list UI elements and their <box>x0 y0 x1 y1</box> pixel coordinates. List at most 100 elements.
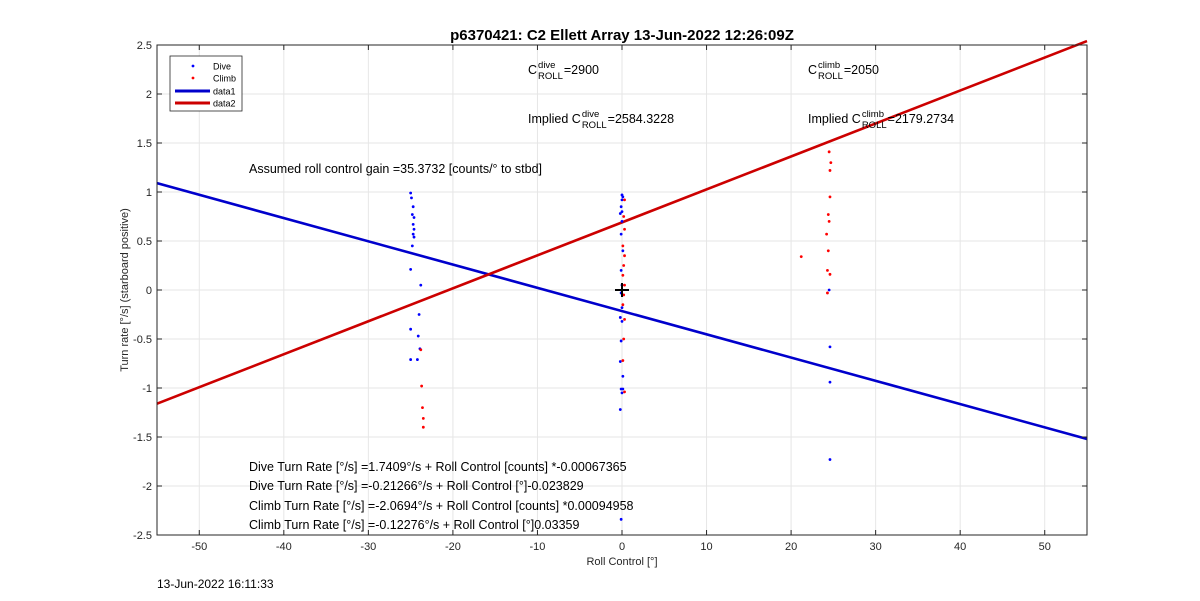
annotation-fit-equation: Dive Turn Rate [°/s] =1.7409°/s + Roll C… <box>249 460 627 474</box>
dive-point <box>411 205 415 209</box>
x-tick-label: -50 <box>191 541 207 553</box>
y-tick-label: -0.5 <box>133 334 152 346</box>
climb-point <box>826 249 830 253</box>
dive-point <box>409 268 413 271</box>
annotation-subscript: ROLL <box>818 71 843 82</box>
annotation-prefix: Implied <box>808 112 852 126</box>
dive-point <box>620 306 624 310</box>
dive-point <box>411 222 415 226</box>
annotation-base: C <box>808 63 817 77</box>
y-tick-label: -1.5 <box>133 432 152 444</box>
annotation-subscript: ROLL <box>582 120 607 131</box>
y-axis-label: Turn rate [°/s] (starboard positive) <box>119 208 131 372</box>
ticks: -50 -40 -30 -20 -10 0 10 20 30 40 50-2.5-2-1.5-1-0… <box>133 40 1087 553</box>
climb-point <box>419 348 423 352</box>
climb-point <box>828 195 832 199</box>
y-tick-label: 2 <box>146 89 152 101</box>
dive-point <box>618 212 622 215</box>
x-tick-label: 30 <box>870 541 882 553</box>
dive-point <box>621 387 625 391</box>
y-tick-label: 1 <box>146 187 152 199</box>
dive-point <box>827 288 831 292</box>
annotation-value: =2584.3228 <box>608 112 674 126</box>
dive-point <box>828 380 832 384</box>
dive-point <box>412 227 416 231</box>
dive-point <box>409 358 413 361</box>
dive-point <box>620 391 624 395</box>
annotation-value: =2900 <box>564 63 599 77</box>
annotation-base: C <box>528 63 537 77</box>
dive-point <box>828 345 832 349</box>
climb-point <box>827 220 831 223</box>
legend-label: Dive <box>213 62 231 72</box>
origin-marker <box>615 283 629 297</box>
x-tick-label: 20 <box>785 541 797 553</box>
dive-point <box>416 334 420 338</box>
climb-point <box>826 213 830 216</box>
climb-point <box>621 244 625 248</box>
dive-point <box>417 313 421 316</box>
annotation-superscript: dive <box>582 109 599 120</box>
climb-point <box>825 232 828 236</box>
climb-point <box>421 416 425 420</box>
dive-point <box>619 205 623 209</box>
dive-point <box>410 213 414 216</box>
x-tick-label: -10 <box>530 541 546 553</box>
legend-marker-climb <box>191 76 195 80</box>
annotation-implied-climb: Implied C <box>808 112 861 126</box>
dive-point <box>620 319 624 323</box>
climb-point <box>827 150 831 154</box>
dive-point <box>618 316 622 319</box>
x-tick-label: 40 <box>954 541 966 553</box>
annotation-superscript: climb <box>818 60 840 71</box>
annotation-superscript: dive <box>538 60 555 71</box>
dive-point <box>410 196 413 200</box>
climb-point <box>621 303 625 307</box>
climb-point <box>420 384 424 388</box>
chart-title: p6370421: C2 Ellett Array 13-Jun-2022 12… <box>450 27 794 44</box>
climb-point <box>621 273 625 277</box>
x-tick-label: 50 <box>1039 541 1051 553</box>
annotation-fit-equation: Climb Turn Rate [°/s] =-2.0694°/s + Roll… <box>249 499 634 513</box>
climb-point <box>621 359 625 362</box>
dive-point <box>828 458 832 461</box>
dive-point <box>620 198 624 202</box>
climb-point <box>623 254 626 258</box>
annotation-superscript: climb <box>862 109 884 120</box>
annotation-roll-gain: Assumed roll control gain =35.3732 [coun… <box>249 162 542 176</box>
climb-point <box>623 198 626 202</box>
dive-point <box>621 249 625 253</box>
dive-point <box>621 195 625 199</box>
climb-point <box>799 255 803 259</box>
dive-point <box>411 232 415 236</box>
fit-line-data1 <box>156 181 1088 441</box>
annotation-fit-equation: Climb Turn Rate [°/s] =-0.12276°/s + Rol… <box>249 518 579 532</box>
legend-marker-dive <box>191 64 195 68</box>
legend: Dive Climb data1 data2 <box>169 55 243 112</box>
climb-point <box>623 318 626 321</box>
dive-point <box>619 517 623 521</box>
dive-point <box>416 358 419 361</box>
climb-point <box>623 390 626 394</box>
climb-point <box>623 283 626 287</box>
x-tick-label: 0 <box>619 541 625 553</box>
footer-timestamp: 13-Jun-2022 16:11:33 <box>157 577 274 591</box>
x-axis-label: Roll Control [°] <box>586 556 657 568</box>
annotation-c-dive: C <box>528 63 537 77</box>
annotation-c-climb: C <box>808 63 817 77</box>
y-tick-label: 2.5 <box>137 40 152 52</box>
dive-point <box>618 408 622 411</box>
dive-point <box>409 191 413 195</box>
dive-point <box>409 327 413 331</box>
dive-point <box>618 360 622 363</box>
annotation-prefix: Implied <box>528 112 572 126</box>
climb-point <box>421 425 425 429</box>
annotation-subscript: ROLL <box>538 71 563 82</box>
annotation-fit-equation: Dive Turn Rate [°/s] =-0.21266°/s + Roll… <box>249 479 584 493</box>
climb-point <box>622 215 626 218</box>
y-tick-label: -2.5 <box>133 530 152 542</box>
x-tick-label: -20 <box>445 541 461 553</box>
dive-point <box>620 220 624 223</box>
